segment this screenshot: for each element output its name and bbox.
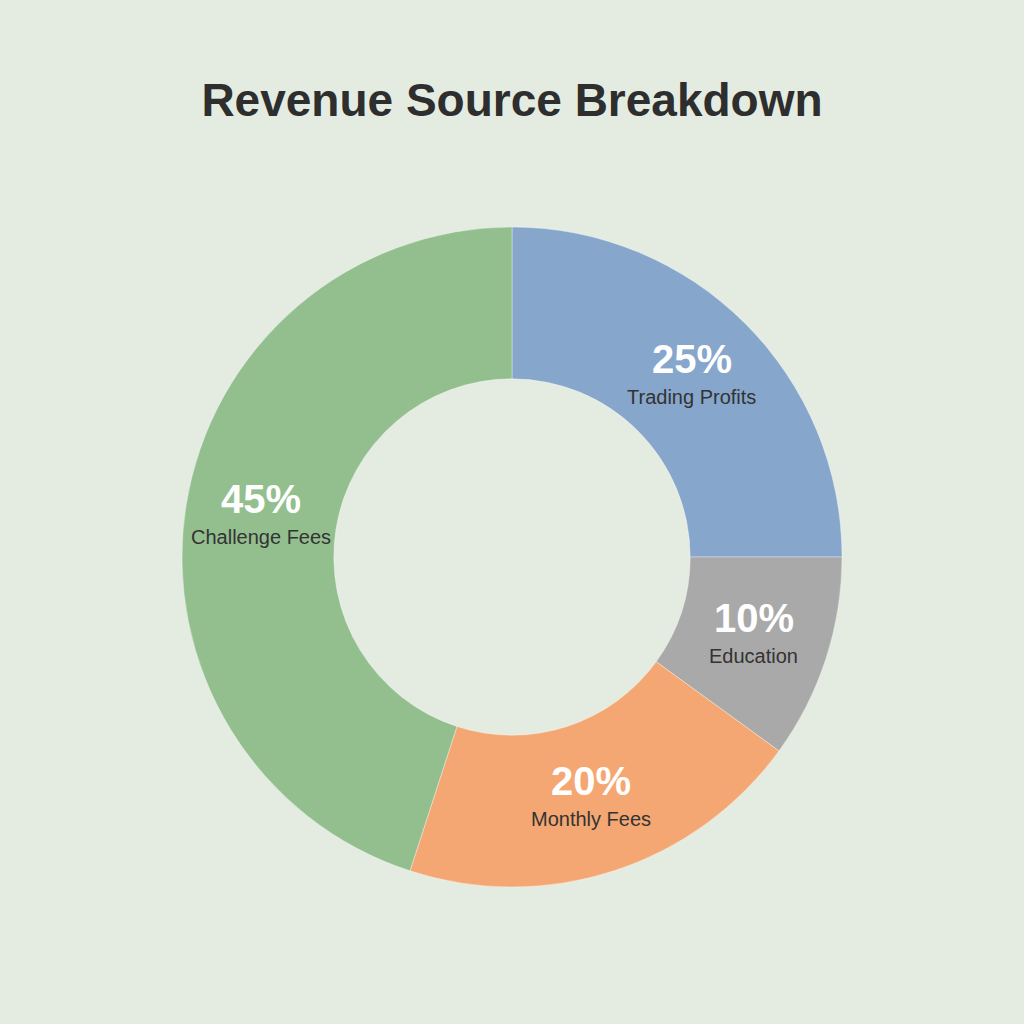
- svg-text:Education: Education: [709, 645, 798, 667]
- svg-text:Monthly Fees: Monthly Fees: [531, 808, 651, 830]
- svg-text:25%: 25%: [652, 337, 732, 381]
- svg-text:Revenue Source Breakdown: Revenue Source Breakdown: [201, 74, 822, 126]
- svg-text:20%: 20%: [551, 759, 631, 803]
- svg-text:10%: 10%: [714, 596, 794, 640]
- svg-text:Trading Profits: Trading Profits: [627, 386, 756, 408]
- svg-text:45%: 45%: [221, 477, 301, 521]
- svg-text:Challenge Fees: Challenge Fees: [191, 526, 331, 548]
